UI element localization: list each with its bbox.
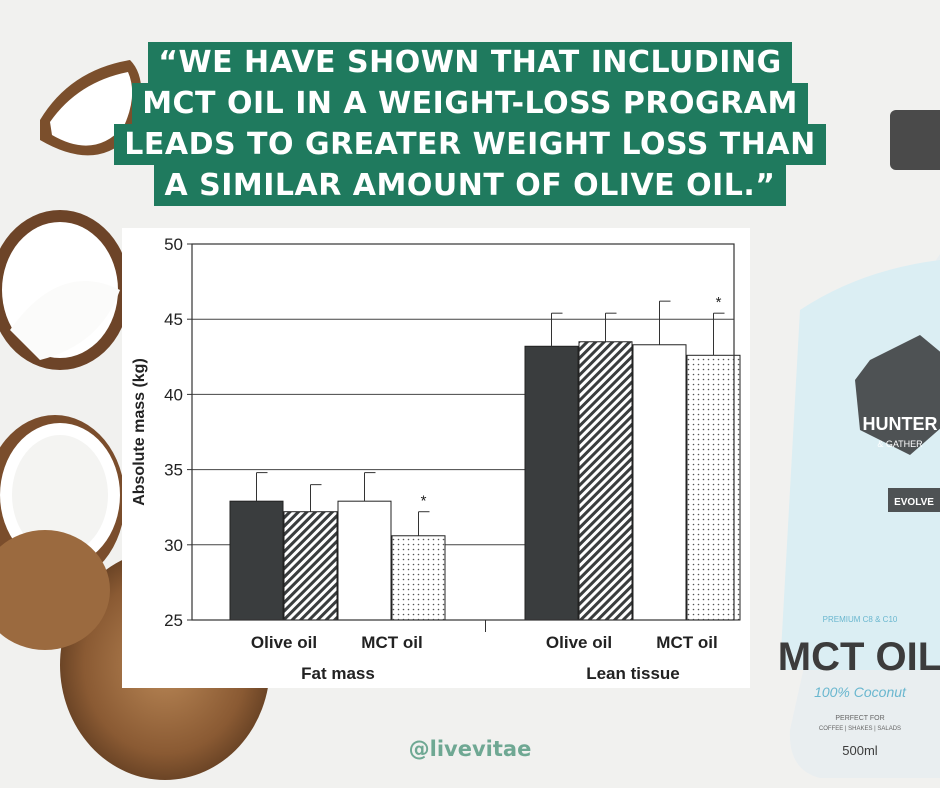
quote-line: MCT OIL IN A WEIGHT-LOSS PROGRAM bbox=[132, 83, 808, 124]
bar bbox=[283, 511, 338, 621]
bar bbox=[391, 535, 446, 621]
bottle-premium: PREMIUM C8 & C10 bbox=[823, 615, 898, 624]
y-tick-label: 25 bbox=[164, 611, 183, 630]
subgroup-label: MCT oil bbox=[656, 633, 717, 652]
group-label: Fat mass bbox=[301, 664, 375, 683]
bottle-perfect-for: PERFECT FOR bbox=[835, 715, 884, 722]
quote-line: A SIMILAR AMOUNT OF OLIVE OIL.” bbox=[154, 165, 786, 206]
quote-banner: “WE HAVE SHOWN THAT INCLUDING MCT OIL IN… bbox=[0, 42, 940, 206]
bottle-cap bbox=[890, 110, 940, 170]
bottle-coconut: 100% Coconut bbox=[814, 684, 907, 700]
coconut-shell-mid-image bbox=[0, 210, 130, 370]
subgroup-label: Olive oil bbox=[251, 633, 317, 652]
quote-line: LEADS TO GREATER WEIGHT LOSS THAN bbox=[114, 124, 826, 165]
plot-frame bbox=[191, 243, 735, 621]
y-tick-label: 35 bbox=[164, 461, 183, 480]
quote-line: “WE HAVE SHOWN THAT INCLUDING bbox=[148, 42, 792, 83]
y-tick-label: 40 bbox=[164, 385, 183, 404]
significance-marker: * bbox=[421, 493, 427, 510]
y-tick-label: 30 bbox=[164, 536, 183, 555]
bar bbox=[686, 354, 741, 621]
bar bbox=[337, 500, 392, 621]
bottle-badge: EVOLVE bbox=[894, 497, 934, 508]
chart-card: 25 30 35 40 45 50 Absolute mass (kg) Olive oil *… bbox=[122, 228, 750, 688]
bottle-uses: COFFEE | SHAKES | SALADS bbox=[819, 726, 901, 732]
y-axis-label: Absolute mass (kg) bbox=[131, 358, 148, 506]
bottle-volume: 500ml bbox=[842, 743, 878, 758]
bar bbox=[229, 500, 284, 621]
bottle-brand-sub: & GATHER bbox=[877, 439, 923, 449]
y-tick-label: 45 bbox=[164, 310, 183, 329]
group-label: Lean tissue bbox=[586, 664, 680, 683]
coconut-half-image bbox=[0, 415, 125, 585]
mct-oil-bottle-image: HUNTER & GATHER EVOLVE PREMIUM C8 & C10 … bbox=[778, 110, 940, 778]
significance-marker: * bbox=[716, 294, 722, 311]
bar bbox=[524, 345, 579, 621]
social-handle: @livevitae bbox=[408, 737, 532, 761]
y-tick-label: 50 bbox=[164, 235, 183, 254]
bar bbox=[632, 344, 687, 621]
brand-hexagon bbox=[855, 335, 940, 455]
subgroup-label: MCT oil bbox=[361, 633, 422, 652]
subgroup-label: Olive oil bbox=[546, 633, 612, 652]
bar-chart: 25 30 35 40 45 50 Absolute mass (kg) Olive oil *… bbox=[131, 235, 741, 683]
bar bbox=[578, 341, 633, 621]
bottle-product: MCT OIL bbox=[778, 635, 940, 679]
bottle-brand: HUNTER bbox=[863, 414, 938, 434]
